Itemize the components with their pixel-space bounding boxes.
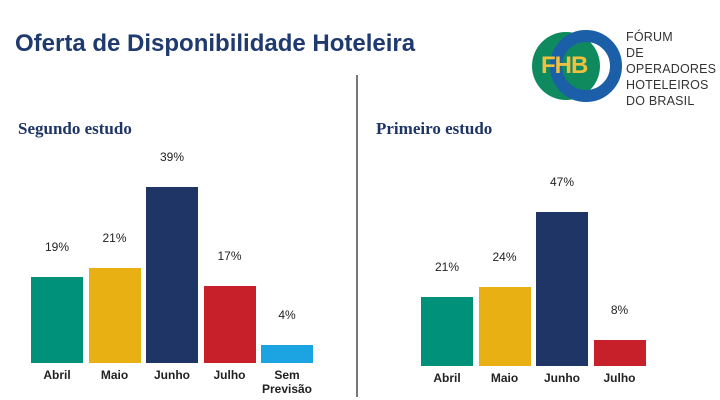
category-label: Julho [213, 368, 246, 382]
category-label: Junho [154, 368, 190, 382]
divider [356, 75, 358, 397]
value-label: 19% [44, 240, 70, 255]
category-label: Abril [433, 371, 461, 385]
category-label: Julho [603, 371, 636, 385]
logo-mark [532, 30, 622, 102]
category-label: Junho [544, 371, 580, 385]
chart-subtitle: Segundo estudo [18, 119, 132, 138]
logo-line: DO BRASIL [626, 94, 695, 108]
value-label: 17% [217, 249, 242, 264]
logo-text: FÓRUM DE OPERADORES HOTELEIROS DO BRASIL [626, 29, 720, 109]
value-label: 47% [549, 175, 575, 189]
bar [31, 277, 83, 363]
value-label: 4% [278, 307, 296, 322]
category-label: Sem Previsão [261, 368, 313, 396]
bar [593, 339, 646, 366]
value-label: 8% [610, 302, 629, 317]
logo-line: FÓRUM [626, 30, 673, 44]
category-label: Maio [100, 368, 129, 382]
bar [478, 287, 531, 366]
bar [88, 268, 141, 363]
category-label: Maio [490, 371, 519, 385]
value-label: 39% [159, 150, 185, 164]
bar [536, 212, 588, 366]
logo-line: HOTELEIROS [626, 78, 709, 92]
page-title: Oferta de Disponibilidade Hoteleira [15, 30, 416, 57]
value-label: 21% [102, 231, 127, 246]
category-label: Abril [43, 368, 71, 382]
logo-letters: FHB [541, 52, 588, 79]
bar [146, 187, 198, 363]
chart-subtitle: Primeiro estudo [376, 119, 493, 138]
bar [421, 297, 473, 366]
value-label: 21% [434, 260, 460, 275]
bar [203, 286, 256, 363]
logo-line: DE OPERADORES [626, 46, 717, 76]
bar [261, 344, 313, 363]
value-label: 24% [492, 250, 517, 265]
